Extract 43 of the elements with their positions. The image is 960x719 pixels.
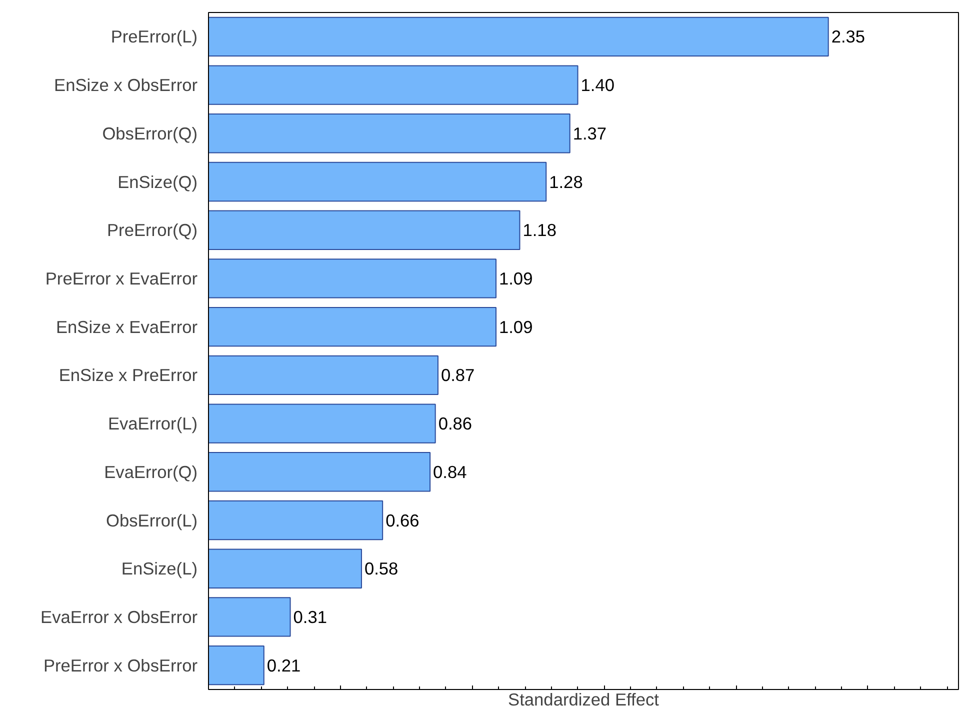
data-label: 0.84 (433, 462, 468, 482)
bar (208, 452, 431, 492)
y-tick-label: EvaError(L) (108, 414, 198, 434)
y-tick-label: PreError(Q) (107, 220, 198, 240)
data-label: 0.86 (438, 414, 472, 434)
bar (208, 500, 384, 540)
y-tick-label: EnSize x EvaError (56, 316, 198, 337)
y-tick-label: ObsError(Q) (102, 123, 198, 144)
y-tick-label: EnSize x PreError (58, 365, 198, 386)
bar (208, 114, 570, 154)
y-tick-label: PreError(L) (110, 26, 198, 47)
y-tick-label: EnSize(Q) (118, 172, 198, 192)
data-label: 1.09 (499, 316, 533, 337)
data-label: 1.37 (572, 123, 607, 144)
data-label: 1.28 (549, 172, 583, 192)
y-tick-label: EnSize(L) (121, 558, 198, 579)
bar (208, 306, 496, 347)
bar (208, 645, 264, 686)
y-tick-label: PreError x EvaError (45, 268, 198, 288)
data-label: 1.18 (522, 220, 556, 240)
bar (208, 162, 547, 202)
bar (208, 65, 578, 105)
data-label: 0.31 (293, 606, 327, 627)
data-label: 0.21 (266, 655, 301, 676)
y-tick-label: ObsError(L) (106, 510, 198, 530)
data-label: 1.40 (580, 75, 614, 96)
data-label: 1.09 (499, 268, 533, 288)
bar (208, 548, 362, 588)
y-tick-label: PreError x ObsError (43, 655, 198, 676)
y-tick-label: EvaError(Q) (104, 462, 198, 482)
y-tick-label: EvaError x ObsError (40, 606, 198, 627)
bar (208, 16, 829, 57)
bar (208, 258, 496, 298)
data-label: 0.87 (440, 365, 475, 386)
bar (208, 355, 438, 396)
bar (208, 404, 436, 444)
bar (208, 210, 520, 250)
bar (208, 597, 291, 637)
data-label: 2.35 (831, 26, 866, 47)
data-label: 0.66 (386, 510, 420, 530)
x-axis-title: Standardized Effect (508, 690, 660, 710)
data-label: 0.58 (364, 558, 398, 579)
y-tick-label: EnSize x ObsError (54, 75, 198, 96)
